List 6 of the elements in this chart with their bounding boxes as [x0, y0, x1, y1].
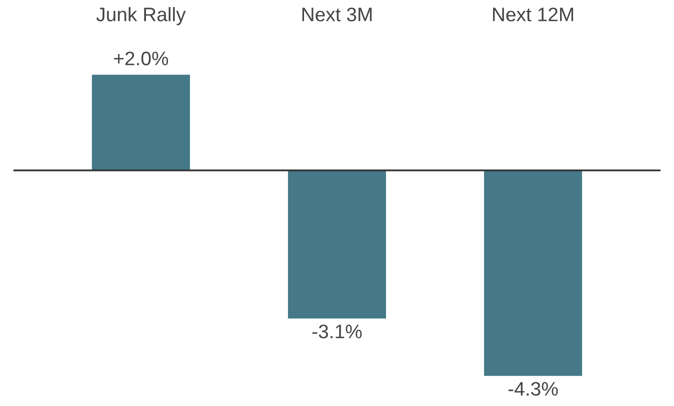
data-label: -3.1% — [312, 324, 362, 338]
x-tick-label: Junk Rally — [96, 7, 186, 26]
data-label: -4.3% — [508, 382, 558, 396]
x-tick-label: Next 3M — [302, 8, 372, 22]
x-tick-label: Next 12M — [493, 8, 574, 22]
data-label: +2.0% — [114, 52, 168, 66]
